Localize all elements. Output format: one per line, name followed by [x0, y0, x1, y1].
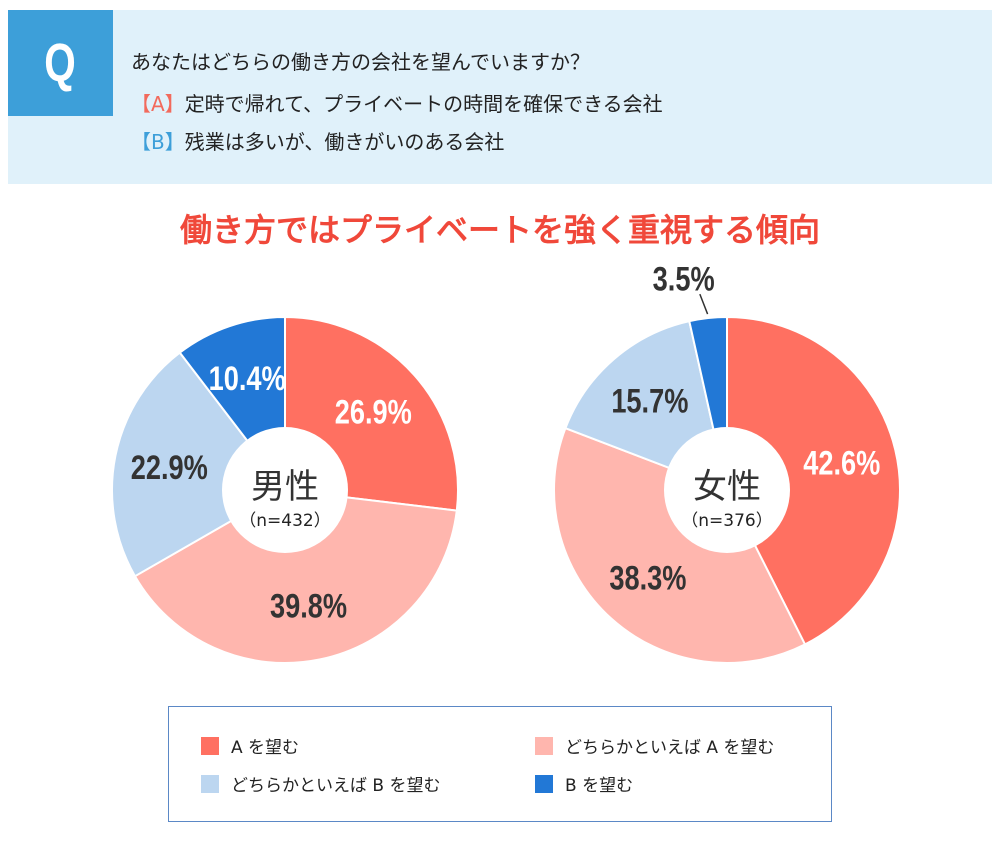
legend: A を望む どちらかといえば A を望む どちらかといえば B を望む B を望…	[168, 706, 832, 822]
donut-hole	[664, 427, 790, 553]
donut-center-n: （n=432）	[239, 511, 330, 531]
slice-label: 22.9%	[131, 448, 208, 487]
option-b-text: 残業は多いが、働きがいのある会社	[184, 130, 505, 154]
pie-slice	[133, 488, 458, 664]
option-a-text: 定時で帰れて、プライベートの時間を確保できる会社	[184, 92, 663, 116]
slice-label: 3.5%	[653, 259, 715, 298]
headline: 働き方ではプライベートを強く重視する傾向	[179, 211, 820, 249]
donut-center-n: （n=376）	[681, 511, 772, 531]
option-a-key: 【A】	[131, 92, 185, 116]
slice-label: 42.6%	[803, 444, 880, 483]
donut-center-title: 男性	[251, 467, 319, 507]
option-a: 【A】定時で帰れて、プライベートの時間を確保できる会社	[131, 88, 663, 117]
donut-center-title: 女性	[693, 467, 761, 507]
legend-item-a: A を望む	[201, 733, 299, 758]
slice-label: 26.9%	[335, 393, 412, 432]
legend-swatch	[535, 736, 553, 755]
slice-label: 15.7%	[611, 382, 688, 421]
option-b-key: 【B】	[131, 130, 185, 154]
legend-item-b: B を望む	[535, 771, 633, 796]
legend-item-lean-a: どちらかといえば A を望む	[535, 733, 774, 758]
leader-line	[699, 293, 709, 315]
slice-label: 39.8%	[270, 587, 347, 626]
legend-item-lean-b: どちらかといえば B を望む	[201, 771, 440, 796]
q-badge: Q	[8, 10, 113, 116]
legend-swatch	[201, 774, 219, 793]
option-b: 【B】残業は多いが、働きがいのある会社	[131, 126, 504, 155]
pie-slice	[726, 315, 901, 646]
slice-label: 38.3%	[609, 559, 686, 598]
question-box: Q あなたはどちらの働き方の会社を望んでいますか？ 【A】定時で帰れて、プライベ…	[8, 10, 992, 184]
pie-slice	[553, 426, 807, 664]
donut-hole	[222, 427, 348, 553]
legend-swatch	[535, 774, 553, 793]
question-text: あなたはどちらの働き方の会社を望んでいますか？	[131, 50, 590, 74]
legend-swatch	[201, 736, 219, 755]
pie-slice	[111, 351, 287, 578]
slice-label: 10.4%	[209, 359, 286, 398]
